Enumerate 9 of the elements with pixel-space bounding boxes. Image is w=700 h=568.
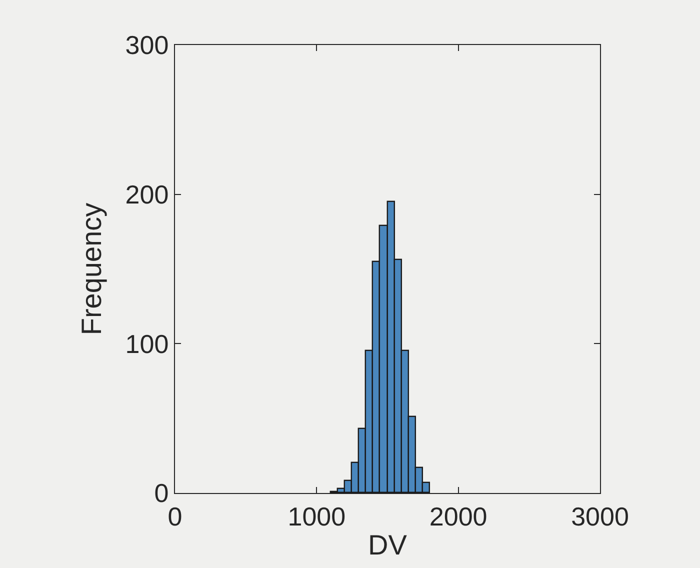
x-tick-label: 1000 bbox=[288, 501, 346, 532]
y-tick-label: 100 bbox=[125, 328, 169, 359]
y-tick-label: 300 bbox=[125, 30, 169, 60]
x-axis-title: DV bbox=[368, 529, 408, 560]
y-axis-title: Frequency bbox=[76, 202, 108, 336]
x-tick-label: 3000 bbox=[571, 501, 629, 532]
y-tick-label: 0 bbox=[154, 478, 169, 508]
y-tick-label: 200 bbox=[125, 179, 169, 210]
x-tick-label: 2000 bbox=[429, 501, 488, 532]
